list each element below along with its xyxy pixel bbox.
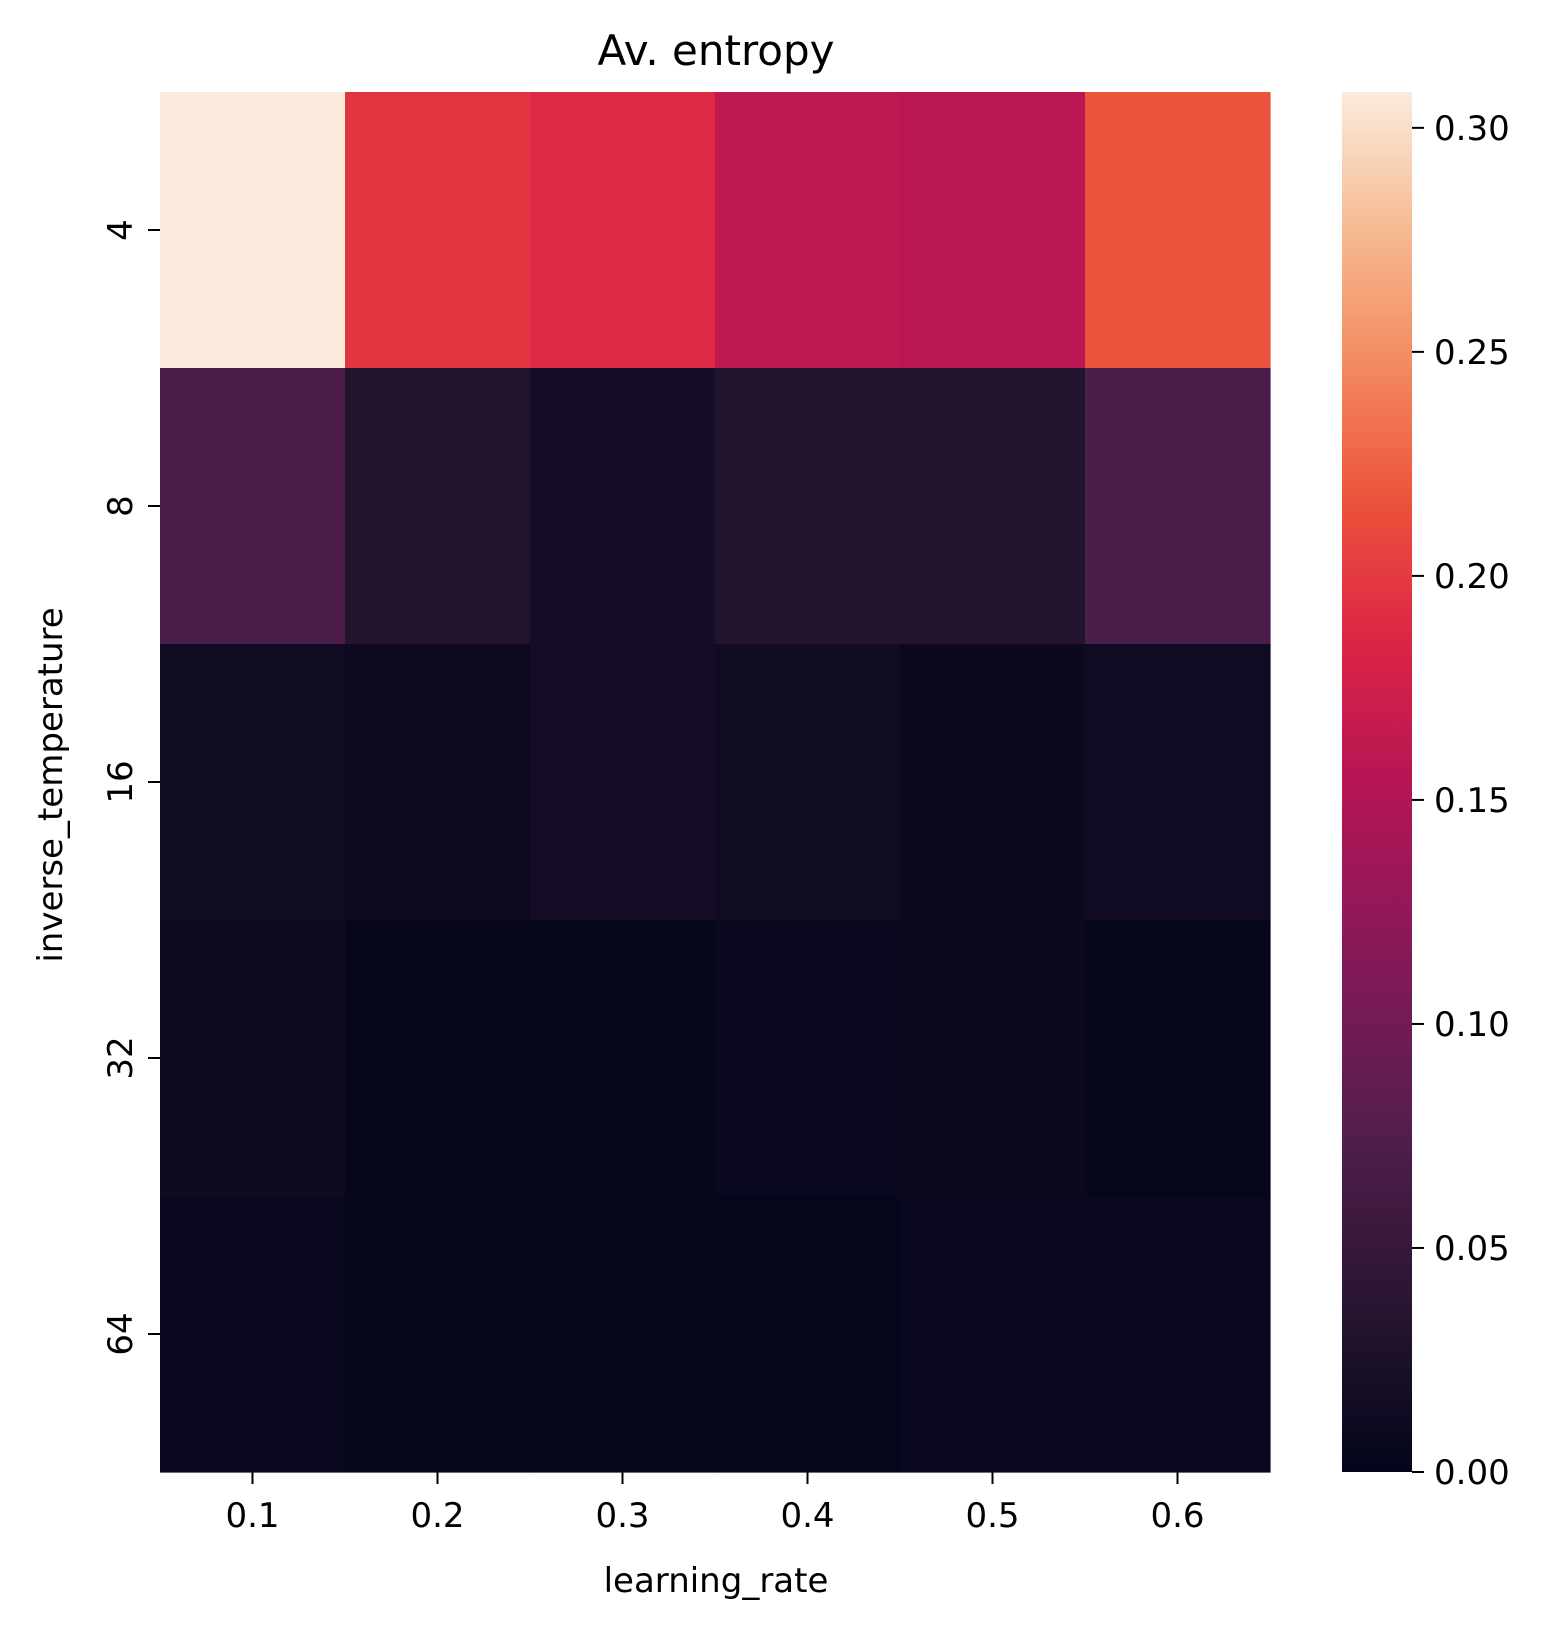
x-tick-label: 0.6 <box>1150 1496 1204 1536</box>
x-tick-label: 0.3 <box>595 1496 649 1536</box>
heatmap-cell <box>530 1196 716 1473</box>
colorbar-tick-label: 0.00 <box>1434 1453 1510 1493</box>
y-axis-label: inverse_temperature <box>31 607 71 962</box>
y-axis-ticks: 4 8 16 32 64 <box>101 219 160 1356</box>
heatmap-cell <box>530 92 716 369</box>
colorbar-tick-label: 0.05 <box>1434 1229 1510 1269</box>
heatmap-cell <box>900 920 1086 1197</box>
heatmap-cell <box>900 92 1086 369</box>
x-tick-label: 0.4 <box>780 1496 834 1536</box>
x-axis-ticks: 0.1 0.2 0.3 0.4 0.5 0.6 <box>225 1472 1205 1536</box>
heatmap-cell <box>715 644 901 921</box>
colorbar <box>1342 92 1412 1472</box>
heatmap-cell <box>1085 1196 1271 1473</box>
colorbar-ticks: 0.00 0.05 0.10 0.15 0.20 0.25 0.30 <box>1412 109 1510 1493</box>
heatmap-cell <box>900 368 1086 645</box>
heatmap-cell <box>900 644 1086 921</box>
heatmap-cell <box>1085 920 1271 1197</box>
heatmap-cell <box>345 1196 531 1473</box>
heatmap-cell <box>1085 92 1271 369</box>
colorbar-tick-label: 0.10 <box>1434 1005 1510 1045</box>
heatmap-cell <box>345 368 531 645</box>
y-tick-label: 8 <box>101 495 141 517</box>
heatmap-cell <box>715 92 901 369</box>
heatmap-cell <box>345 920 531 1197</box>
heatmap-cell <box>715 368 901 645</box>
colorbar-tick-label: 0.15 <box>1434 781 1510 821</box>
heatmap-cell <box>345 644 531 921</box>
heatmap-cell <box>160 368 346 645</box>
colorbar-tick-label: 0.20 <box>1434 557 1510 597</box>
heatmap-cell <box>345 92 531 369</box>
x-tick-label: 0.2 <box>410 1496 464 1536</box>
x-axis-label: learning_rate <box>604 1561 829 1601</box>
heatmap-cell <box>160 1196 346 1473</box>
heatmap-cell <box>530 920 716 1197</box>
colorbar-tick-label: 0.25 <box>1434 333 1510 373</box>
colorbar-tick-label: 0.30 <box>1434 109 1510 149</box>
heatmap-cell <box>1085 644 1271 921</box>
heatmap-cell <box>900 1196 1086 1473</box>
y-tick-label: 4 <box>101 219 141 241</box>
x-tick-label: 0.1 <box>225 1496 279 1536</box>
y-tick-label: 32 <box>101 1036 141 1079</box>
heatmap-cell <box>1085 368 1271 645</box>
heatmap-cell <box>160 92 346 369</box>
heatmap-cell <box>160 920 346 1197</box>
heatmap-cell <box>715 1196 901 1473</box>
heatmap-cell <box>160 644 346 921</box>
heatmap-cell <box>530 644 716 921</box>
y-tick-label: 64 <box>101 1312 141 1355</box>
y-tick-label: 16 <box>101 760 141 803</box>
heatmap-cell <box>530 368 716 645</box>
heatmap-cells <box>160 92 1271 1473</box>
heatmap-cell <box>715 920 901 1197</box>
chart-title: Av. entropy <box>597 26 834 75</box>
x-tick-label: 0.5 <box>965 1496 1019 1536</box>
